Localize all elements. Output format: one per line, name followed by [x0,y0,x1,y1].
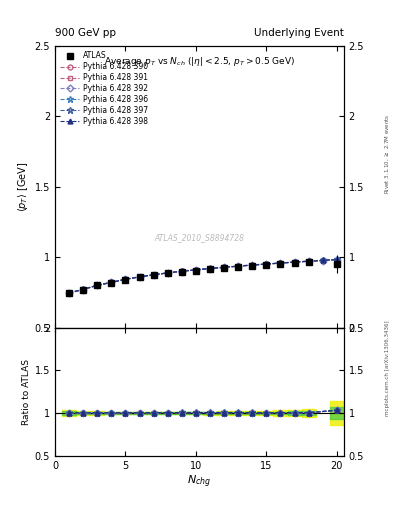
Legend: ATLAS, Pythia 6.428 390, Pythia 6.428 391, Pythia 6.428 392, Pythia 6.428 396, P: ATLAS, Pythia 6.428 390, Pythia 6.428 39… [59,50,150,127]
Text: 900 GeV pp: 900 GeV pp [55,28,116,38]
Text: mcplots.cern.ch [arXiv:1306.3436]: mcplots.cern.ch [arXiv:1306.3436] [385,321,389,416]
Y-axis label: $\langle p_{T} \rangle$ [GeV]: $\langle p_{T} \rangle$ [GeV] [17,162,31,212]
X-axis label: $N_{chg}$: $N_{chg}$ [187,473,211,489]
Text: Rivet 3.1.10, $\geq$ 2.7M events: Rivet 3.1.10, $\geq$ 2.7M events [383,113,391,194]
Y-axis label: Ratio to ATLAS: Ratio to ATLAS [22,359,31,424]
Text: Underlying Event: Underlying Event [254,28,344,38]
Text: Average $p_{T}$ vs $N_{ch}$ ($|\eta| < 2.5$, $p_{T} > 0.5$ GeV): Average $p_{T}$ vs $N_{ch}$ ($|\eta| < 2… [104,55,295,68]
Text: ATLAS_2010_S8894728: ATLAS_2010_S8894728 [154,233,244,242]
